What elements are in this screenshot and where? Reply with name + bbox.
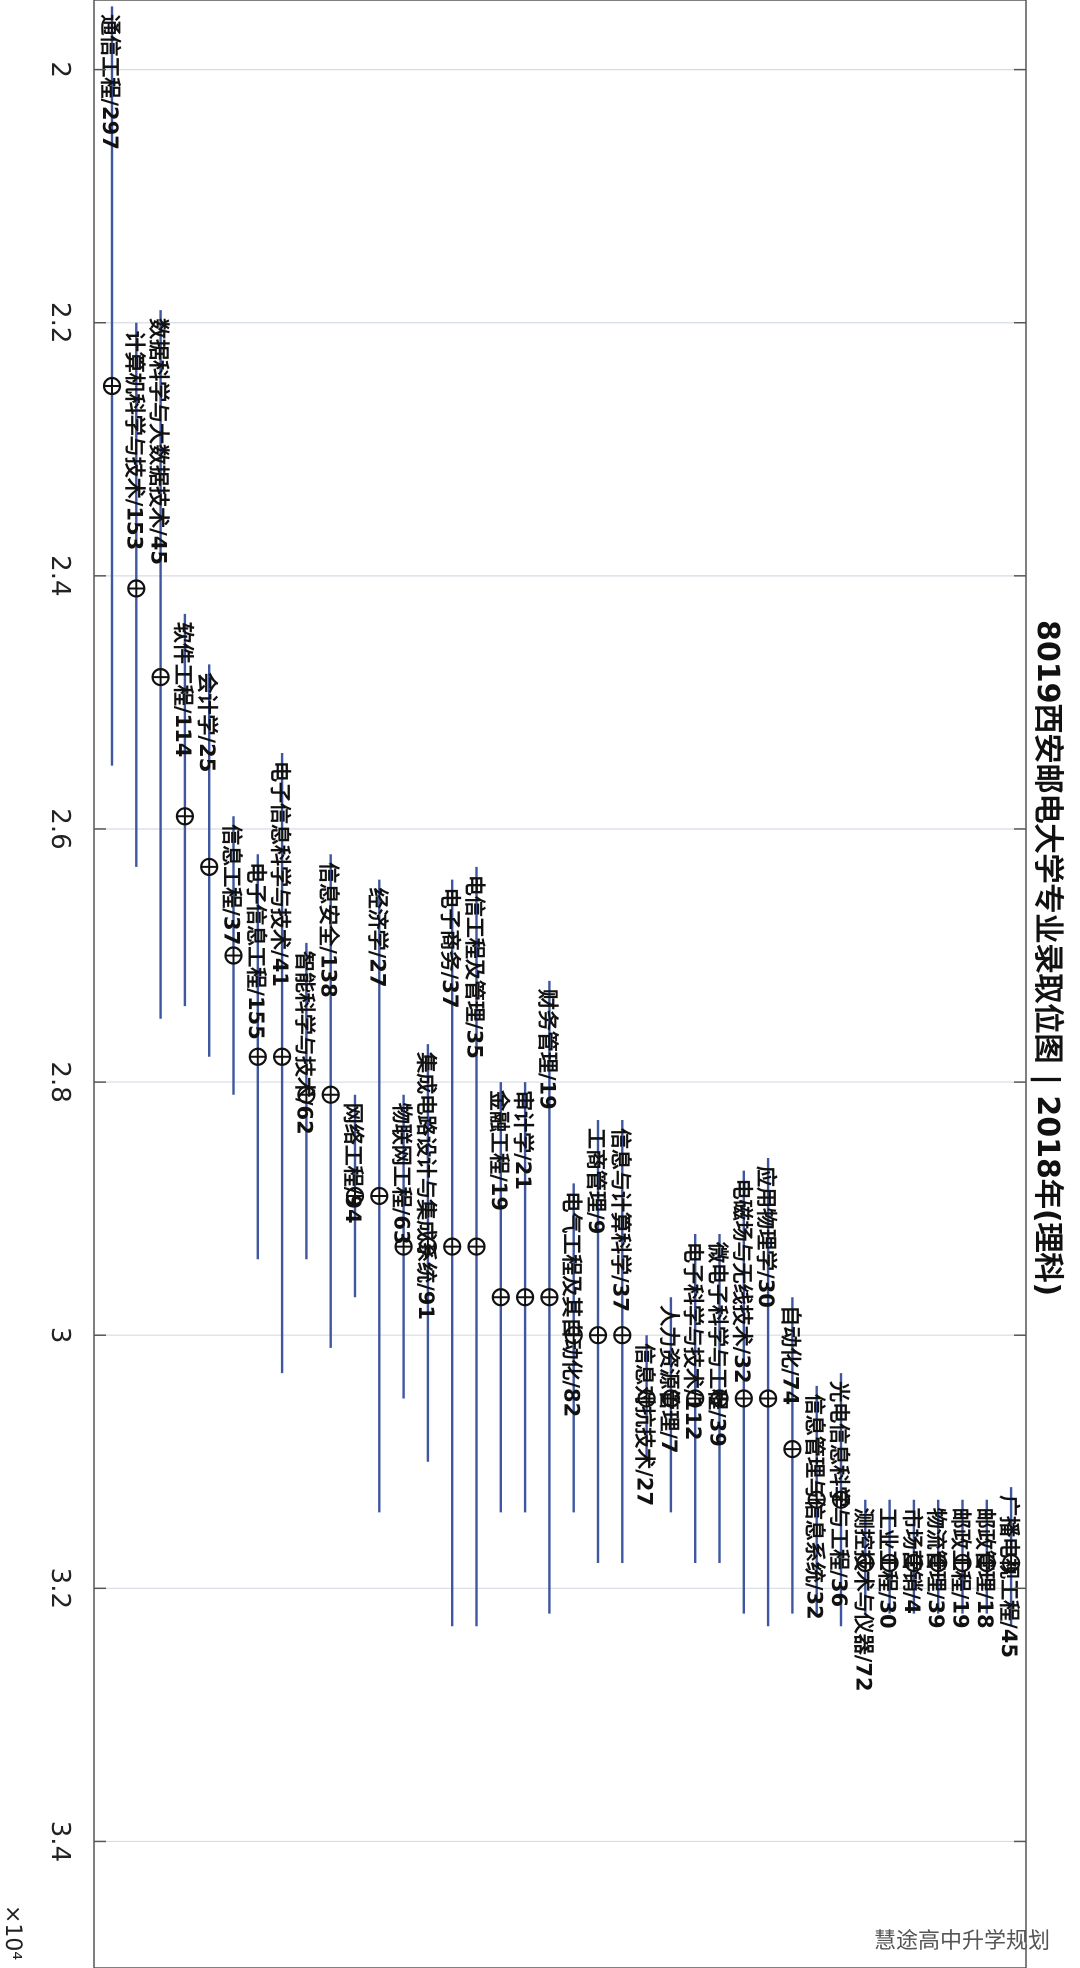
bar-label: 应用物理学/30 — [754, 1166, 778, 1308]
series-item — [686, 1233, 705, 1564]
series-item — [297, 942, 316, 1260]
y-tick-label: 2.2 — [45, 302, 75, 343]
series-item — [710, 1233, 729, 1564]
bar-label: 软件工程/114 — [171, 622, 195, 758]
bar-label: 智能科学与技术/62 — [292, 951, 316, 1135]
series-item — [224, 816, 243, 1095]
bar-label: 电气工程及其自动化/82 — [560, 1191, 584, 1417]
bar-label: 信息与计算科学/37 — [608, 1128, 632, 1312]
bar-label: 电子信息科学与技术/41 — [268, 761, 292, 987]
series-item — [856, 1499, 875, 1614]
series-item — [637, 1335, 656, 1462]
series-item — [370, 879, 389, 1513]
bar-label: 经济学/27 — [365, 888, 389, 988]
series-item — [127, 322, 146, 867]
bar-label: 数据科学与大数据技术/45 — [147, 318, 171, 565]
bar-label: 电子商务/37 — [438, 888, 462, 1009]
series-item — [929, 1499, 948, 1614]
y-tick-label: 3 — [45, 1327, 75, 1344]
series-item — [953, 1499, 972, 1614]
bar-label: 工商管理/9 — [584, 1128, 608, 1234]
series-item — [977, 1499, 996, 1614]
bar-label: 电子信息工程/155 — [244, 862, 268, 1040]
series-item — [321, 854, 340, 1348]
series-item — [1001, 1487, 1021, 1627]
bar-label: 人力资源管理/7 — [657, 1305, 681, 1453]
bar-label: 自动化/74 — [778, 1305, 802, 1405]
bar-label: 广播电视工程/45 — [997, 1495, 1021, 1658]
series-item — [613, 1120, 632, 1564]
bar-label: 邮政工程/19 — [949, 1508, 973, 1629]
series-item — [273, 753, 292, 1374]
chart-title: 8019西安邮电大学专业录取位图 | 2018年(理科) — [1030, 620, 1065, 1296]
series-item — [588, 1120, 608, 1564]
series-item — [443, 879, 462, 1627]
bar-label: 微电子科学与工程/39 — [706, 1241, 730, 1447]
series-layer — [102, 6, 1021, 1627]
series-item — [102, 6, 122, 766]
y-tick-label: 2.6 — [45, 808, 75, 849]
series-item — [418, 1044, 437, 1462]
bar-label: 电子科学与技术/112 — [681, 1242, 705, 1441]
y-tick-label: 2 — [45, 61, 75, 78]
series-item — [491, 1082, 510, 1513]
bar-label: 审计学/21 — [511, 1090, 535, 1190]
bar-label: 计算机科学与技术/153 — [122, 331, 146, 551]
series-item — [394, 1094, 413, 1399]
bar-label: 通信工程/297 — [98, 14, 122, 150]
bar-label: 物流管理/39 — [924, 1508, 948, 1629]
bar-label: 测控技术与仪器/72 — [851, 1508, 875, 1692]
bar-label: 市场营销/4 — [900, 1508, 924, 1614]
bar-label: 邮政管理/18 — [973, 1508, 997, 1629]
y-tick-label: 3.2 — [45, 1568, 75, 1609]
series-item — [564, 1183, 583, 1513]
bar-label: 信息对抗技术/27 — [633, 1343, 657, 1506]
series-item — [540, 980, 559, 1614]
series-item — [200, 664, 219, 1057]
series-item — [151, 310, 170, 1019]
bar-label: 信息管理与信息系统/32 — [803, 1394, 827, 1620]
series-item — [807, 1385, 826, 1614]
plot-area — [93, 0, 1027, 1968]
bar-label: 财务管理/19 — [535, 989, 559, 1110]
tick-layer: 2 2.2 2.4 2.6 2.8 3 3.2 3.4 — [45, 61, 1026, 1862]
series-item — [345, 1094, 365, 1298]
series-item — [758, 1158, 778, 1627]
bar-label: 物联网工程/63 — [390, 1103, 414, 1245]
label-layer: 通信工程/297 计算机科学与技术/153 数据科学与大数据技术/45 软件工程/11… — [98, 14, 1021, 1691]
bar-label: 光电信息科学与工程/36 — [827, 1380, 851, 1607]
bar-label: 信息工程/37 — [220, 824, 244, 945]
bar-label: 网络工程/94 — [341, 1103, 365, 1224]
series-item — [783, 1297, 802, 1614]
bar-label: 会计学/25 — [195, 672, 219, 772]
series-item — [467, 866, 486, 1627]
bar-label: 金融工程/19 — [487, 1089, 511, 1211]
series-item — [175, 613, 194, 1007]
series-item — [831, 1373, 851, 1627]
watermark-text: 慧途高中升学规划 — [874, 1929, 1050, 1954]
bar-label: 信息安全/138 — [317, 862, 341, 998]
series-item — [661, 1297, 681, 1513]
series-item — [904, 1499, 924, 1614]
series-item — [515, 1082, 535, 1513]
y-tick-label: 3.4 — [45, 1821, 75, 1862]
grid-lines — [94, 69, 1026, 1843]
y-tick-label: 2.4 — [45, 555, 75, 596]
series-item — [734, 1170, 753, 1614]
axis-exponent-label: ×10⁴ — [0, 1905, 25, 1960]
bar-label: 电磁场与无线技术/32 — [730, 1179, 754, 1384]
series-item — [248, 854, 267, 1260]
y-tick-label: 2.8 — [45, 1061, 75, 1102]
bar-label: 电信工程及管理/35 — [463, 875, 487, 1059]
series-item — [880, 1499, 899, 1614]
bar-label: 工业工程/30 — [876, 1508, 900, 1629]
bar-label: 集成电路设计与集成系统/91 — [414, 1051, 438, 1320]
